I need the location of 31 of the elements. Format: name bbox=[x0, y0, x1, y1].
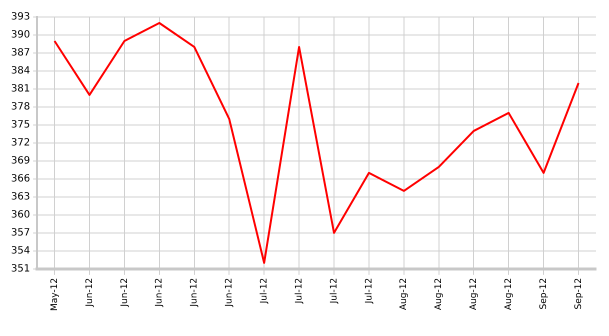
y-tick-label: 351 bbox=[10, 263, 30, 274]
x-tick-label: Jun-12 bbox=[120, 278, 130, 308]
x-tick-label: Jun-12 bbox=[84, 278, 95, 308]
y-tick-label: 363 bbox=[10, 191, 30, 202]
y-tick-label: 366 bbox=[10, 174, 30, 184]
x-tick-label: May-12 bbox=[50, 278, 60, 312]
y-tick-label: 387 bbox=[10, 48, 30, 59]
y-tick-label: 390 bbox=[10, 30, 30, 41]
x-tick-label: Aug-12 bbox=[504, 278, 514, 310]
y-tick-label: 375 bbox=[10, 120, 30, 131]
x-tick-label: Jun-12 bbox=[224, 278, 235, 308]
y-tick-label: 372 bbox=[10, 138, 30, 149]
x-tick-label: Jul-12 bbox=[329, 278, 340, 304]
x-tick-label: Sep-12 bbox=[538, 278, 549, 310]
x-tick-label: Jun-12 bbox=[154, 278, 165, 308]
x-tick-label: Sep-12 bbox=[574, 278, 584, 310]
y-tick-label: 393 bbox=[10, 12, 30, 23]
y-tick-label: 384 bbox=[10, 66, 30, 77]
y-tick-label: 381 bbox=[10, 84, 30, 95]
y-tick-label: 369 bbox=[10, 156, 30, 167]
x-tick-label: Aug-12 bbox=[469, 278, 480, 310]
x-tick-label: Jul-12 bbox=[259, 278, 270, 304]
y-tick-label: 360 bbox=[10, 209, 30, 220]
y-tick-label: 378 bbox=[10, 102, 30, 113]
x-tick-label: Jul-12 bbox=[294, 278, 304, 304]
x-tick-label: Aug-12 bbox=[399, 278, 410, 310]
x-tick-label: Aug-12 bbox=[434, 278, 444, 310]
x-tick-label: Jun-12 bbox=[190, 278, 200, 308]
y-tick-label: 354 bbox=[10, 245, 30, 256]
x-tick-label: Jul-12 bbox=[364, 278, 374, 304]
y-tick-label: 357 bbox=[10, 227, 30, 238]
